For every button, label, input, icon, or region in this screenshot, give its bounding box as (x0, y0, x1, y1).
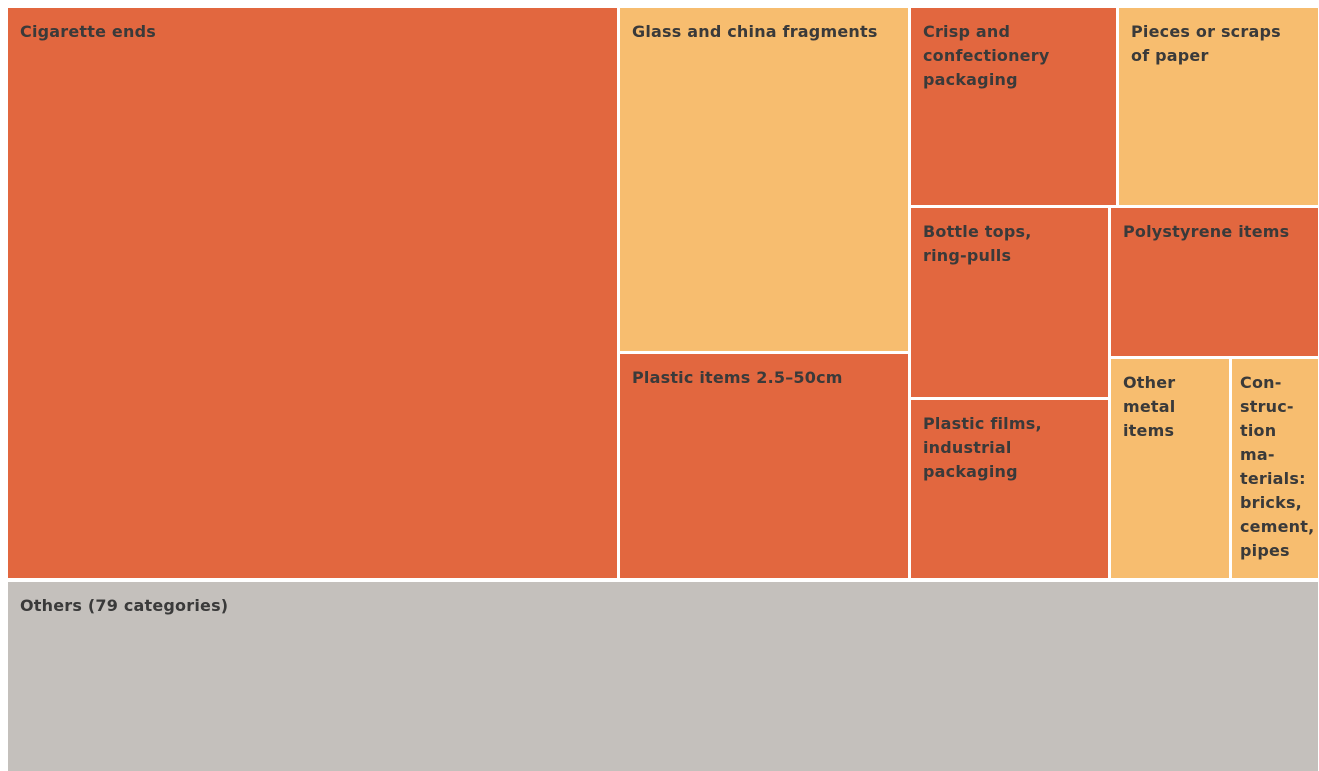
treemap-tile-label: Plastic items 2.5–50cm (632, 368, 843, 387)
treemap-tile-label: Others (79 categories) (20, 596, 229, 615)
treemap-tile: Con-struc-tion ma-terials: bricks, cement, p… (1232, 359, 1318, 578)
treemap-tile: Other metal items (1111, 359, 1229, 578)
treemap-tile: Glass and china fragments (620, 8, 908, 351)
treemap-tile: Others (79 categories) (8, 582, 1318, 771)
treemap-tile-label: Plastic films, industrial packaging (923, 414, 1042, 481)
treemap-tile: Bottle tops, ring-pulls (911, 208, 1108, 397)
treemap-tile-label: Bottle tops, ring-pulls (923, 222, 1032, 265)
treemap-tile-label: Crisp and confectionery packaging (923, 22, 1050, 89)
treemap-tile-label: Cigarette ends (20, 22, 156, 41)
treemap-tile-label: Pieces or scraps of paper (1131, 22, 1281, 65)
treemap-tile-label: Glass and china fragments (632, 22, 878, 41)
treemap-tile: Polystyrene items (1111, 208, 1318, 356)
treemap-tile: Pieces or scraps of paper (1119, 8, 1318, 205)
treemap-tile-label: Con-struc-tion ma-terials: bricks, cement, p… (1240, 373, 1315, 560)
treemap-tile: Plastic items 2.5–50cm (620, 354, 908, 578)
treemap-tile-label: Polystyrene items (1123, 222, 1290, 241)
treemap-tile: Cigarette ends (8, 8, 617, 578)
treemap-tile-label: Other metal items (1123, 373, 1176, 440)
treemap-tile: Crisp and confectionery packaging (911, 8, 1116, 205)
treemap-tile: Plastic films, industrial packaging (911, 400, 1108, 578)
